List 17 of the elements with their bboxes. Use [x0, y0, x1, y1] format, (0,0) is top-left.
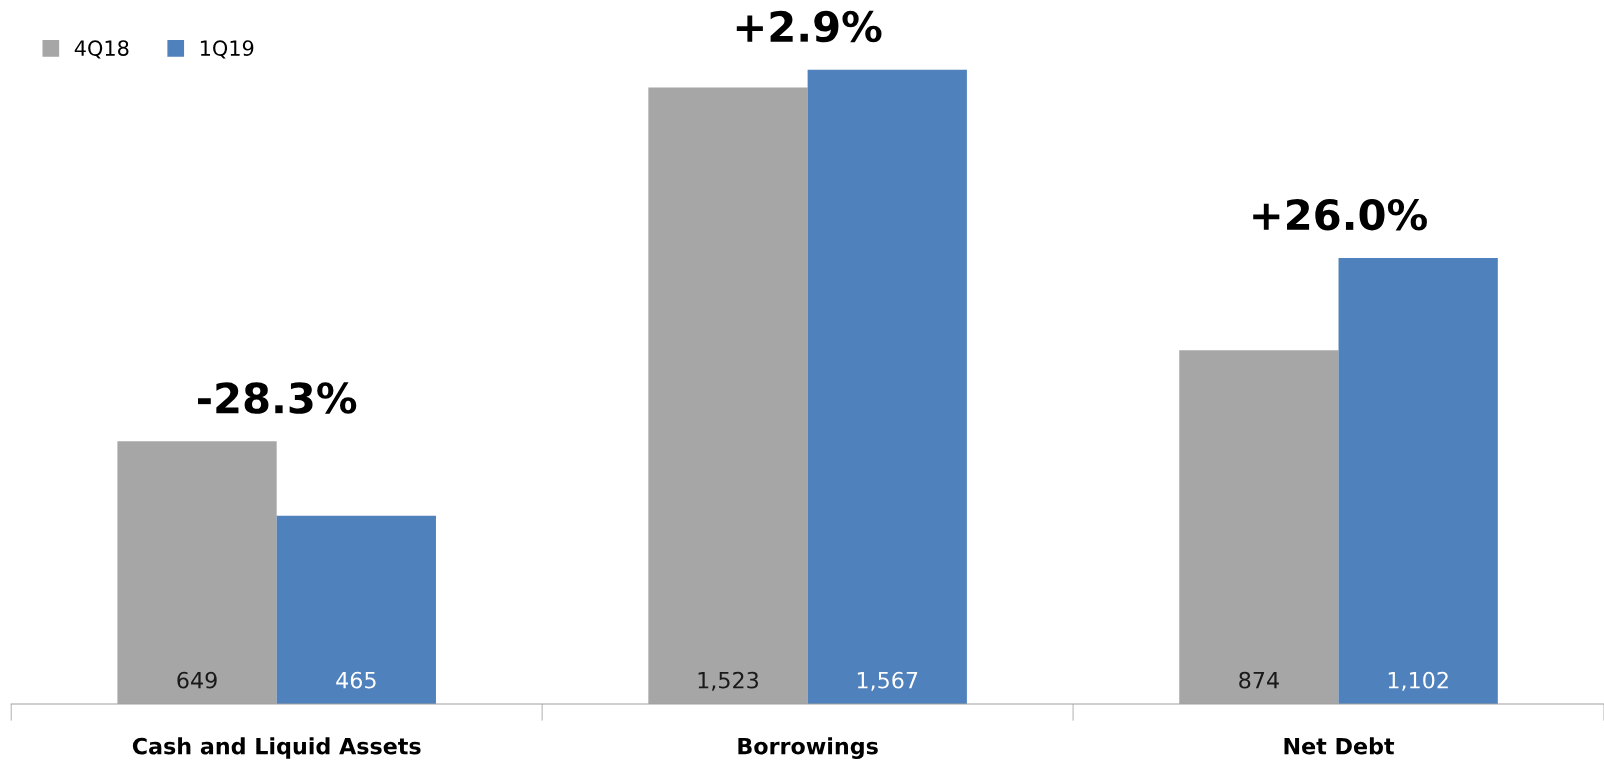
annotation: +2.9% — [736, 10, 882, 43]
data-label: 1,523 — [698, 671, 758, 691]
bar — [807, 69, 967, 704]
x-tick-label: Borrowings — [738, 737, 878, 759]
data-label: 465 — [336, 671, 376, 689]
data-label: 874 — [1239, 671, 1279, 689]
data-label: 1,102 — [1388, 671, 1448, 691]
annotation: -28.3% — [198, 382, 357, 414]
legend-label: 1Q19 — [200, 40, 254, 59]
annotation: +26.0% — [1253, 198, 1427, 231]
legend-label: 4Q18 — [74, 40, 129, 59]
bar — [276, 515, 436, 704]
x-tick-label: Cash and Liquid Assets — [132, 737, 421, 759]
bar — [1338, 257, 1498, 704]
data-label: 649 — [177, 671, 217, 689]
data-label: 1,567 — [857, 671, 918, 691]
x-tick-label: Net Debt — [1284, 737, 1395, 755]
